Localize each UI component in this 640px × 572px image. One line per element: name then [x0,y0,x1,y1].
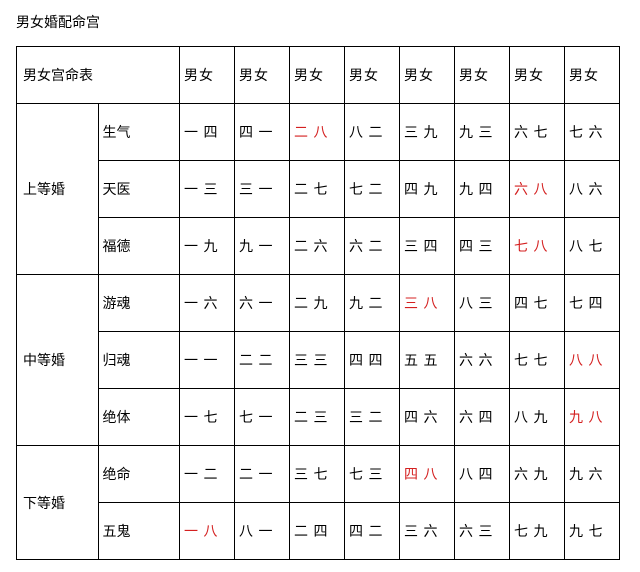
data-cell: 一 六 [180,275,235,332]
table-row: 天医一 三三 一二 七七 二四 九九 四六 八八 六 [17,161,620,218]
header-row: 男女宫命表 男女 男女 男女 男女 男女 男女 男女 男女 [17,47,620,104]
data-cell: 七 三 [345,446,400,503]
data-cell: 二 六 [290,218,345,275]
data-cell: 八 四 [455,446,510,503]
data-cell: 五 五 [400,332,455,389]
header-left: 男女宫命表 [17,47,180,104]
data-cell: 二 八 [290,104,345,161]
data-cell: 二 一 [235,446,290,503]
col-header: 男女 [180,47,235,104]
col-header: 男女 [345,47,400,104]
group-label: 下等婚 [17,446,99,560]
data-cell: 九 四 [455,161,510,218]
data-cell: 一 九 [180,218,235,275]
data-cell: 四 二 [345,503,400,560]
data-cell: 二 三 [290,389,345,446]
data-cell: 二 七 [290,161,345,218]
data-cell: 八 二 [345,104,400,161]
data-cell: 三 七 [290,446,345,503]
table-row: 中等婚游魂一 六六 一二 九九 二三 八八 三四 七七 四 [17,275,620,332]
table-row: 上等婚生气一 四四 一二 八八 二三 九九 三六 七七 六 [17,104,620,161]
data-cell: 七 七 [510,332,565,389]
data-cell: 六 七 [510,104,565,161]
data-cell: 四 七 [510,275,565,332]
data-cell: 八 一 [235,503,290,560]
data-cell: 六 八 [510,161,565,218]
data-cell: 六 一 [235,275,290,332]
col-header: 男女 [455,47,510,104]
data-cell: 九 二 [345,275,400,332]
table-row: 福德一 九九 一二 六六 二三 四四 三七 八八 七 [17,218,620,275]
row-label: 五鬼 [98,503,180,560]
data-cell: 八 三 [455,275,510,332]
data-cell: 六 二 [345,218,400,275]
row-label: 天医 [98,161,180,218]
data-cell: 二 二 [235,332,290,389]
row-label: 归魂 [98,332,180,389]
row-label: 游魂 [98,275,180,332]
data-cell: 三 九 [400,104,455,161]
data-cell: 七 一 [235,389,290,446]
col-header: 男女 [565,47,620,104]
data-cell: 四 三 [455,218,510,275]
data-cell: 六 四 [455,389,510,446]
data-cell: 一 七 [180,389,235,446]
col-header: 男女 [510,47,565,104]
data-cell: 三 二 [345,389,400,446]
table-row: 五鬼一 八八 一二 四四 二三 六六 三七 九九 七 [17,503,620,560]
row-label: 绝体 [98,389,180,446]
col-header: 男女 [400,47,455,104]
data-cell: 八 七 [565,218,620,275]
data-cell: 九 三 [455,104,510,161]
row-label: 绝命 [98,446,180,503]
palace-table: 男女宫命表 男女 男女 男女 男女 男女 男女 男女 男女 上等婚生气一 四四 … [16,46,620,560]
data-cell: 六 三 [455,503,510,560]
data-cell: 三 四 [400,218,455,275]
data-cell: 一 一 [180,332,235,389]
data-cell: 二 九 [290,275,345,332]
data-cell: 九 六 [565,446,620,503]
col-header: 男女 [235,47,290,104]
data-cell: 三 六 [400,503,455,560]
row-label: 福德 [98,218,180,275]
data-cell: 九 七 [565,503,620,560]
data-cell: 七 六 [565,104,620,161]
page-title: 男女婚配命宫 [16,12,624,32]
data-cell: 九 八 [565,389,620,446]
group-label: 上等婚 [17,104,99,275]
data-cell: 八 九 [510,389,565,446]
data-cell: 四 四 [345,332,400,389]
data-cell: 七 九 [510,503,565,560]
data-cell: 六 六 [455,332,510,389]
data-cell: 三 八 [400,275,455,332]
data-cell: 七 四 [565,275,620,332]
data-cell: 一 二 [180,446,235,503]
data-cell: 四 一 [235,104,290,161]
row-label: 生气 [98,104,180,161]
col-header: 男女 [290,47,345,104]
group-label: 中等婚 [17,275,99,446]
data-cell: 三 三 [290,332,345,389]
table-row: 绝体一 七七 一二 三三 二四 六六 四八 九九 八 [17,389,620,446]
data-cell: 六 九 [510,446,565,503]
data-cell: 八 八 [565,332,620,389]
data-cell: 四 八 [400,446,455,503]
data-cell: 四 六 [400,389,455,446]
data-cell: 一 四 [180,104,235,161]
data-cell: 八 六 [565,161,620,218]
data-cell: 一 三 [180,161,235,218]
table-row: 归魂一 一二 二三 三四 四五 五六 六七 七八 八 [17,332,620,389]
data-cell: 七 二 [345,161,400,218]
data-cell: 九 一 [235,218,290,275]
table-row: 下等婚绝命一 二二 一三 七七 三四 八八 四六 九九 六 [17,446,620,503]
data-cell: 七 八 [510,218,565,275]
data-cell: 三 一 [235,161,290,218]
data-cell: 二 四 [290,503,345,560]
data-cell: 四 九 [400,161,455,218]
data-cell: 一 八 [180,503,235,560]
